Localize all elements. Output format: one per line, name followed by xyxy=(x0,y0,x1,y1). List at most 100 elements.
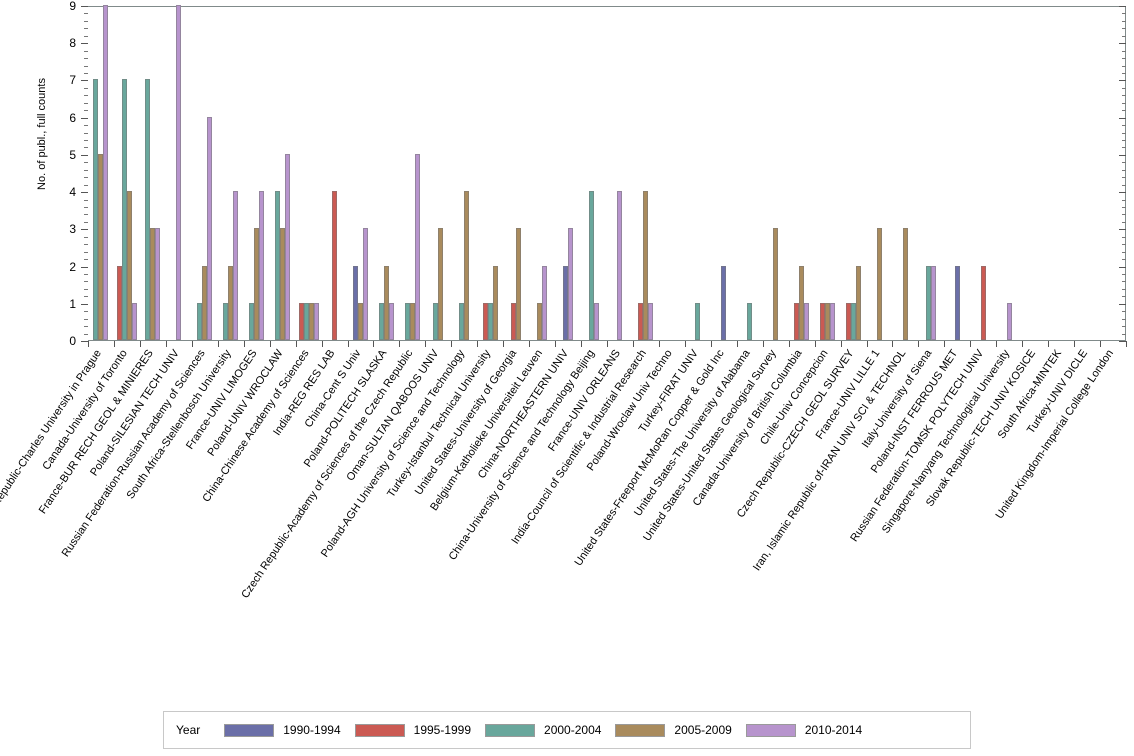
bar xyxy=(589,191,595,340)
legend-item-1995-1999[interactable]: 1995-1999 xyxy=(354,723,471,737)
bar xyxy=(126,191,132,340)
legend-items: 1990-1994 1995-1999 2000-2004 2005-2009 2010… xyxy=(210,723,862,737)
bar xyxy=(275,191,281,340)
bar xyxy=(404,302,410,340)
legend-swatch-icon xyxy=(615,723,666,737)
y-tick-minor xyxy=(84,110,88,112)
x-tick xyxy=(1100,341,1102,347)
y-tick-label: 7 xyxy=(69,73,76,88)
bar xyxy=(433,302,439,340)
bar xyxy=(388,302,394,340)
y-tick-minor-right xyxy=(1122,251,1126,253)
bar xyxy=(594,302,600,340)
bar xyxy=(876,228,882,340)
y-tick-minor xyxy=(84,274,88,275)
y-tick-minor xyxy=(84,326,88,328)
y-tick-label: 9 xyxy=(69,0,76,13)
y-tick-minor xyxy=(84,87,88,89)
bar xyxy=(145,79,151,340)
x-tick xyxy=(88,341,89,347)
y-tick-major-right xyxy=(1119,192,1126,194)
bar xyxy=(830,302,836,340)
bar xyxy=(747,302,753,340)
bar xyxy=(464,191,470,340)
bar xyxy=(511,302,517,340)
bar xyxy=(249,302,255,340)
y-tick-major xyxy=(81,229,88,231)
bar xyxy=(280,228,286,340)
y-tick-minor-right xyxy=(1122,236,1126,238)
legend-item-2010-2014[interactable]: 2010-2014 xyxy=(745,723,863,737)
y-tick-minor-right xyxy=(1122,35,1126,37)
bar xyxy=(378,302,384,340)
x-tick xyxy=(944,341,946,347)
x-tick xyxy=(503,341,505,347)
legend-item-1990-1994[interactable]: 1990-1994 xyxy=(224,723,341,737)
bar xyxy=(362,228,368,340)
y-tick-major xyxy=(81,43,88,45)
x-tick xyxy=(814,341,816,347)
y-tick-label: 3 xyxy=(69,222,76,237)
bar xyxy=(98,153,104,340)
x-tick xyxy=(840,341,842,347)
bar xyxy=(207,116,213,340)
x-tick xyxy=(243,341,245,347)
y-tick-minor-right xyxy=(1122,13,1126,15)
y-tick-minor xyxy=(84,140,88,141)
y-tick-minor xyxy=(84,28,88,30)
x-tick xyxy=(658,341,660,347)
y-tick-minor xyxy=(84,184,88,186)
y-tick-minor-right xyxy=(1122,73,1126,74)
y-tick-major-right xyxy=(1119,303,1126,305)
legend-item-2000-2004[interactable]: 2000-2004 xyxy=(485,723,601,737)
y-tick-minor xyxy=(84,95,88,97)
y-tick-minor xyxy=(84,169,88,171)
y-tick-minor-right xyxy=(1122,169,1126,171)
y-tick-minor-right xyxy=(1122,214,1126,216)
y-tick-minor-right xyxy=(1122,87,1126,89)
y-tick-minor-right xyxy=(1122,296,1126,298)
y-tick-label: 0 xyxy=(69,334,76,348)
y-tick-minor xyxy=(84,311,88,313)
x-tick xyxy=(321,341,323,347)
bar xyxy=(176,5,182,340)
y-tick-minor-right xyxy=(1122,132,1126,134)
legend-swatch-icon xyxy=(745,723,796,737)
x-tick xyxy=(1022,341,1024,347)
y-tick-minor xyxy=(84,214,88,216)
x-tick xyxy=(1048,341,1050,347)
bar xyxy=(492,265,498,340)
legend-label: 1990-1994 xyxy=(283,723,341,737)
y-tick-minor xyxy=(84,236,88,238)
y-tick-minor-right xyxy=(1122,274,1126,275)
bar xyxy=(482,302,488,340)
y-tick-minor xyxy=(84,73,88,74)
bar xyxy=(155,228,161,340)
x-tick xyxy=(347,341,349,347)
bar xyxy=(254,228,260,340)
y-tick-minor xyxy=(84,221,88,223)
y-tick-label: 8 xyxy=(69,36,76,51)
legend-label: 2010-2014 xyxy=(804,723,863,737)
bar xyxy=(851,302,857,340)
x-tick xyxy=(477,341,479,347)
y-tick-major xyxy=(81,266,88,268)
legend-item-2005-2009[interactable]: 2005-2009 xyxy=(615,723,732,737)
bar xyxy=(93,79,99,340)
x-tick xyxy=(113,341,115,347)
y-tick-minor xyxy=(84,199,88,201)
y-tick-minor xyxy=(84,35,88,37)
y-tick-minor-right xyxy=(1122,28,1126,30)
y-tick-minor-right xyxy=(1122,125,1126,127)
bar xyxy=(721,265,727,340)
bar xyxy=(409,302,415,340)
y-tick-major-right xyxy=(1119,154,1126,156)
y-tick-major-right xyxy=(1119,6,1126,7)
x-tick xyxy=(607,341,608,347)
bar xyxy=(223,302,229,340)
chart-legend: Year 1990-1994 1995-1999 2000-2004 2005-200… xyxy=(163,711,971,749)
y-tick-minor-right xyxy=(1122,199,1126,201)
legend-label: 2005-2009 xyxy=(674,723,732,737)
bar xyxy=(121,79,127,340)
